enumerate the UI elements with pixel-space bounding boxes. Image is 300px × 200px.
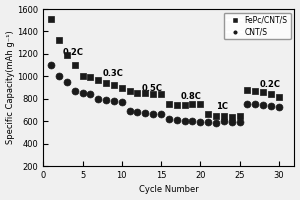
Point (104, 81, 109, 85)
Point (237, 114, 242, 117)
Point (253, 89, 258, 93)
Point (261, 104, 266, 107)
Point (80, 75, 85, 78)
Y-axis label: Specific Capacity(mAh g⁻¹): Specific Capacity(mAh g⁻¹) (6, 31, 15, 144)
Point (221, 115, 226, 118)
Point (80, 92, 85, 95)
Point (151, 112, 156, 115)
Point (119, 101, 124, 104)
Point (127, 89, 132, 93)
Point (57, 38, 62, 41)
Text: 1C: 1C (216, 102, 228, 111)
Point (182, 119, 187, 122)
Point (112, 84, 116, 87)
Point (237, 120, 242, 123)
Point (143, 92, 148, 95)
Point (88, 93, 93, 96)
Legend: FePc/CNT/S, CNT/S: FePc/CNT/S, CNT/S (224, 13, 291, 39)
Point (182, 104, 187, 107)
Point (190, 102, 195, 105)
Point (206, 121, 211, 124)
Point (174, 103, 179, 107)
Point (214, 121, 218, 124)
Point (159, 93, 164, 96)
Point (49, 64, 54, 67)
Point (261, 90, 266, 94)
Point (57, 75, 62, 78)
Point (268, 104, 273, 108)
Text: 0.2C: 0.2C (259, 80, 280, 89)
Point (198, 103, 203, 106)
Point (221, 120, 226, 123)
Point (229, 120, 234, 123)
Text: 0.3C: 0.3C (102, 69, 123, 78)
Point (64, 53, 69, 57)
Point (167, 117, 171, 121)
Point (96, 78, 101, 81)
Text: 0.5C: 0.5C (141, 84, 162, 93)
Point (276, 95, 281, 98)
Point (190, 120, 195, 123)
Point (104, 98, 109, 101)
Point (245, 88, 250, 91)
X-axis label: Cycle Number: Cycle Number (139, 185, 199, 194)
Point (127, 109, 132, 113)
Point (135, 111, 140, 114)
Point (49, 18, 54, 21)
Point (64, 80, 69, 84)
Point (268, 92, 273, 95)
Point (206, 113, 211, 116)
Point (135, 91, 140, 94)
Point (159, 113, 164, 116)
Point (214, 114, 218, 117)
Point (229, 115, 234, 118)
Point (253, 103, 258, 106)
Point (72, 89, 77, 93)
Text: 0.8C: 0.8C (181, 92, 202, 101)
Point (198, 120, 203, 123)
Point (143, 112, 148, 115)
Point (174, 118, 179, 122)
Point (96, 97, 101, 100)
Point (88, 76, 93, 79)
Point (151, 92, 156, 95)
Point (245, 102, 250, 105)
Point (72, 63, 77, 66)
Point (112, 99, 116, 103)
Point (276, 105, 281, 108)
Text: 0.2C: 0.2C (63, 48, 84, 57)
Point (119, 86, 124, 89)
Point (167, 103, 171, 106)
